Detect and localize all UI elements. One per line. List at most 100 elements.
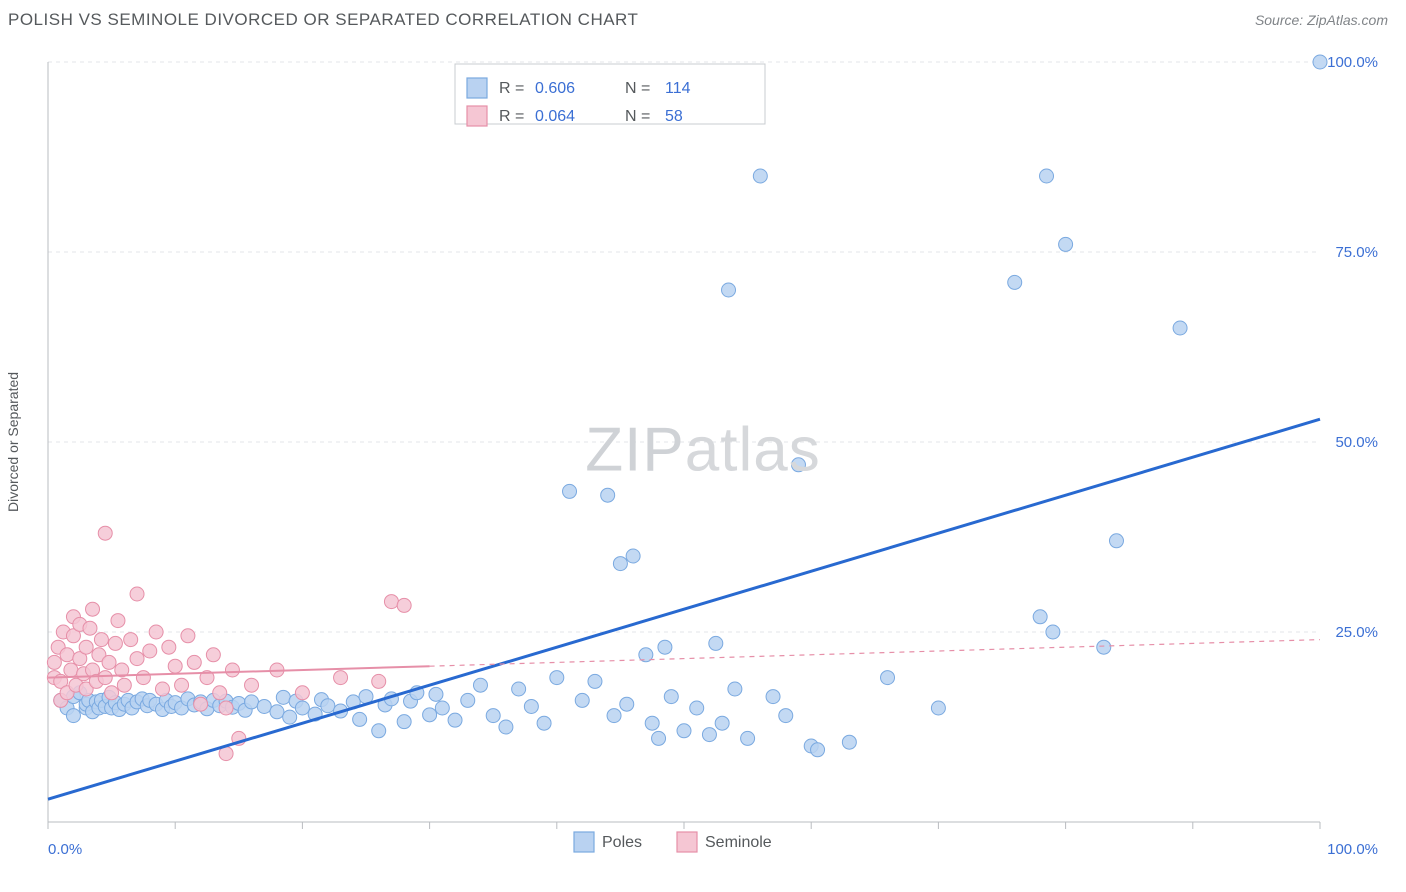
source-label: Source: ZipAtlas.com: [1255, 12, 1388, 28]
scatter-point-poles: [448, 713, 462, 727]
scatter-point-seminole: [130, 587, 144, 601]
scatter-point-poles: [397, 715, 411, 729]
scatter-point-seminole: [245, 678, 259, 692]
scatter-point-seminole: [372, 674, 386, 688]
chart-container: 25.0%50.0%75.0%100.0%0.0%100.0%Divorced …: [0, 42, 1406, 892]
scatter-point-poles: [1040, 169, 1054, 183]
scatter-point-seminole: [98, 526, 112, 540]
scatter-point-poles: [766, 690, 780, 704]
scatter-point-seminole: [94, 633, 108, 647]
scatter-point-poles: [1059, 237, 1073, 251]
scatter-point-poles: [601, 488, 615, 502]
legend-swatch: [467, 106, 487, 126]
scatter-point-poles: [372, 724, 386, 738]
scatter-point-poles: [66, 709, 80, 723]
scatter-point-poles: [1313, 55, 1327, 69]
scatter-point-seminole: [219, 701, 233, 715]
legend-n-label: N =: [625, 108, 650, 125]
scatter-point-seminole: [86, 602, 100, 616]
y-tick-label: 50.0%: [1335, 434, 1378, 451]
scatter-point-poles: [811, 743, 825, 757]
scatter-point-poles: [652, 731, 666, 745]
scatter-point-poles: [473, 678, 487, 692]
scatter-point-poles: [753, 169, 767, 183]
scatter-point-poles: [353, 712, 367, 726]
legend-n-value: 114: [665, 80, 691, 97]
scatter-point-poles: [658, 640, 672, 654]
scatter-point-poles: [435, 701, 449, 715]
scatter-point-poles: [512, 682, 526, 696]
scatter-point-poles: [722, 283, 736, 297]
legend-r-value: 0.064: [535, 108, 575, 125]
y-tick-label: 25.0%: [1335, 624, 1378, 641]
scatter-point-seminole: [108, 636, 122, 650]
scatter-point-poles: [620, 697, 634, 711]
scatter-point-seminole: [102, 655, 116, 669]
scatter-point-seminole: [295, 686, 309, 700]
scatter-point-poles: [588, 674, 602, 688]
scatter-point-poles: [931, 701, 945, 715]
scatter-point-seminole: [124, 633, 138, 647]
scatter-point-poles: [276, 690, 290, 704]
scatter-point-seminole: [168, 659, 182, 673]
scatter-point-poles: [728, 682, 742, 696]
bottom-legend-swatch: [574, 832, 594, 852]
scatter-point-poles: [709, 636, 723, 650]
scatter-point-seminole: [334, 671, 348, 685]
scatter-point-seminole: [105, 686, 119, 700]
x-tick-label: 100.0%: [1327, 841, 1378, 858]
scatter-point-poles: [1173, 321, 1187, 335]
scatter-point-poles: [245, 695, 259, 709]
scatter-point-seminole: [47, 655, 61, 669]
scatter-point-poles: [741, 731, 755, 745]
scatter-point-poles: [429, 687, 443, 701]
scatter-point-seminole: [194, 697, 208, 711]
legend-r-label: R =: [499, 108, 524, 125]
y-tick-label: 100.0%: [1327, 54, 1378, 71]
scatter-point-seminole: [98, 671, 112, 685]
legend-swatch: [467, 78, 487, 98]
scatter-point-poles: [1008, 275, 1022, 289]
scatter-point-seminole: [136, 671, 150, 685]
scatter-point-seminole: [206, 648, 220, 662]
scatter-point-poles: [499, 720, 513, 734]
scatter-point-seminole: [79, 640, 93, 654]
scatter-point-seminole: [181, 629, 195, 643]
scatter-point-seminole: [162, 640, 176, 654]
scatter-point-poles: [270, 705, 284, 719]
scatter-point-poles: [715, 716, 729, 730]
scatter-point-seminole: [225, 663, 239, 677]
scatter-point-seminole: [143, 644, 157, 658]
trend-line-poles: [48, 419, 1320, 799]
scatter-point-poles: [524, 699, 538, 713]
scatter-point-poles: [690, 701, 704, 715]
scatter-point-poles: [550, 671, 564, 685]
scatter-point-seminole: [60, 648, 74, 662]
scatter-point-poles: [563, 484, 577, 498]
scatter-point-poles: [779, 709, 793, 723]
bottom-legend-swatch: [677, 832, 697, 852]
scatter-point-poles: [321, 699, 335, 713]
legend-r-value: 0.606: [535, 80, 575, 97]
scatter-point-poles: [645, 716, 659, 730]
scatter-point-seminole: [111, 614, 125, 628]
scatter-point-poles: [486, 709, 500, 723]
scatter-point-seminole: [175, 678, 189, 692]
trend-line-ext-seminole: [430, 640, 1320, 667]
scatter-point-poles: [607, 709, 621, 723]
scatter-point-poles: [791, 458, 805, 472]
scatter-point-poles: [664, 690, 678, 704]
scatter-point-poles: [702, 728, 716, 742]
legend-r-label: R =: [499, 80, 524, 97]
scatter-point-poles: [1033, 610, 1047, 624]
scatter-point-poles: [613, 557, 627, 571]
bottom-legend-label: Poles: [602, 834, 642, 851]
scatter-point-seminole: [117, 678, 131, 692]
y-tick-label: 75.0%: [1335, 244, 1378, 261]
scatter-point-seminole: [149, 625, 163, 639]
scatter-point-poles: [461, 693, 475, 707]
correlation-scatter-chart: 25.0%50.0%75.0%100.0%0.0%100.0%Divorced …: [0, 42, 1406, 882]
scatter-point-poles: [677, 724, 691, 738]
scatter-point-seminole: [83, 621, 97, 635]
scatter-point-seminole: [187, 655, 201, 669]
